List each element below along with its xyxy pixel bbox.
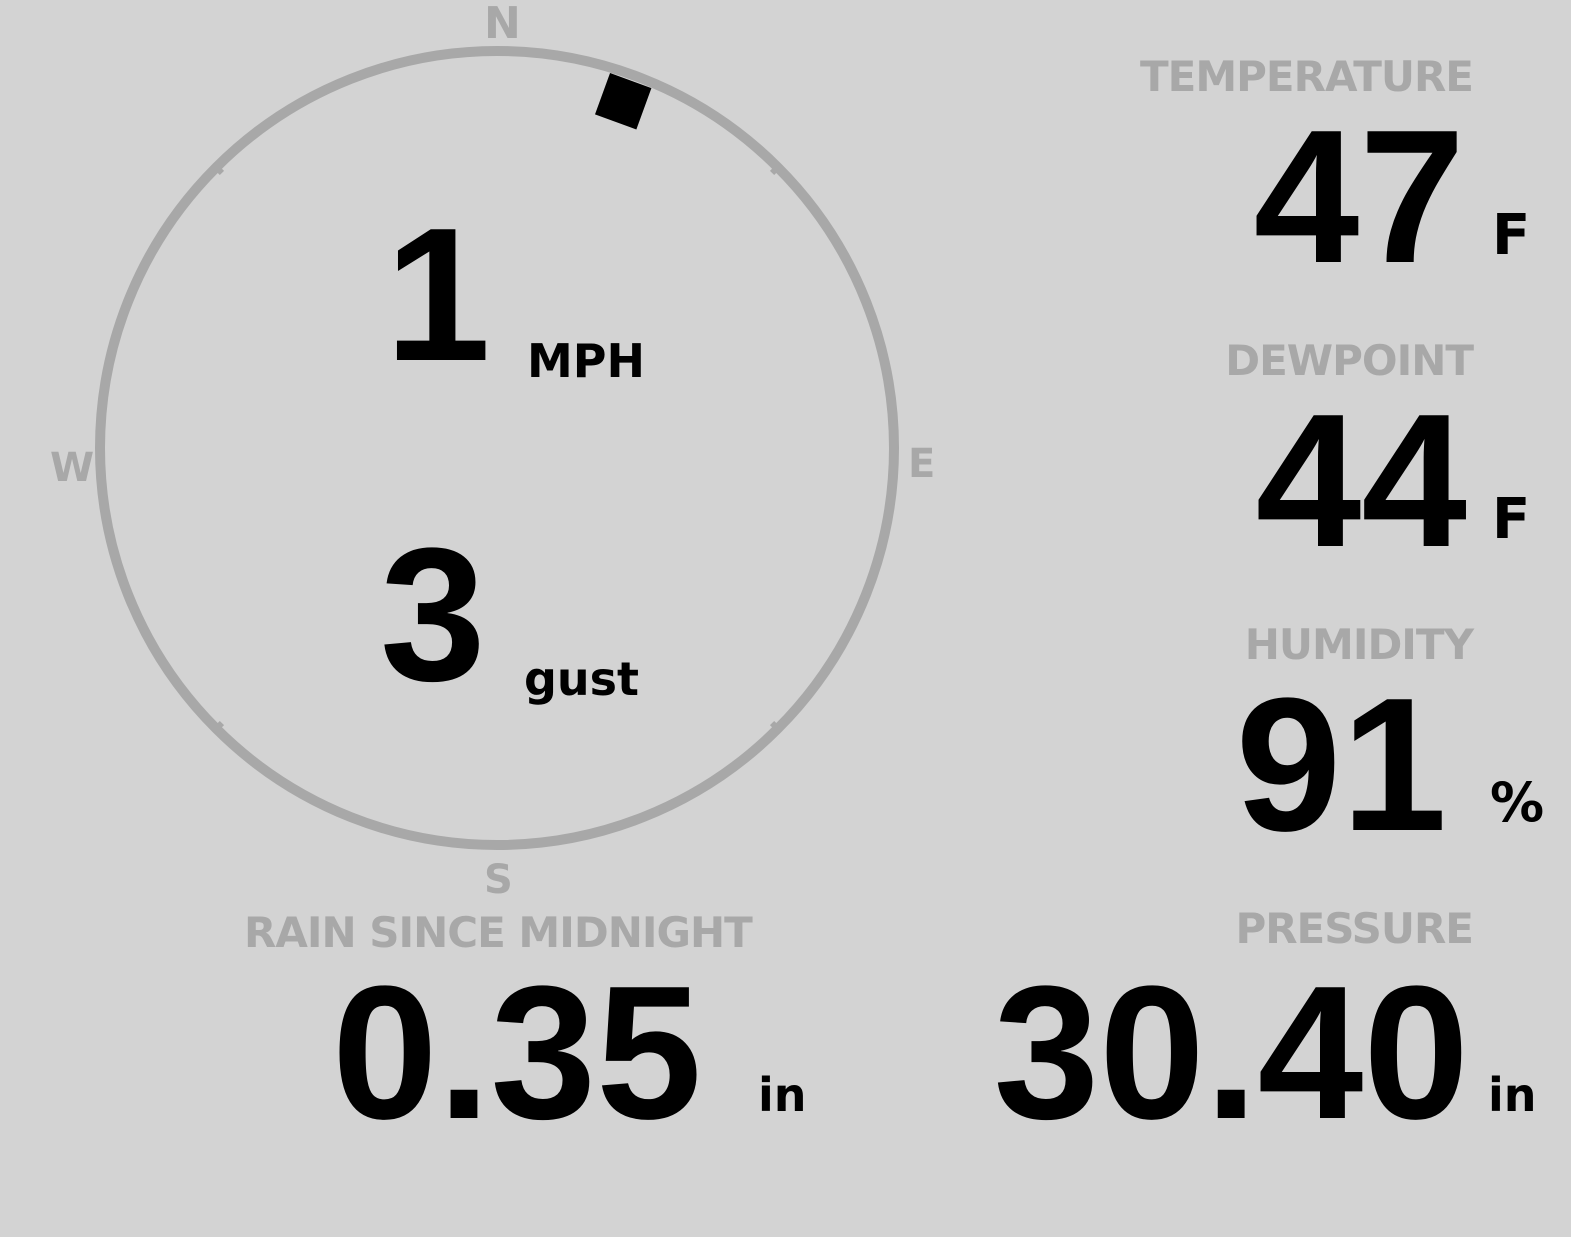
- compass-west-label: W: [50, 445, 95, 491]
- compass-tick: [769, 720, 783, 734]
- compass-ring: [95, 46, 899, 850]
- wind-gust-value: 3: [380, 509, 486, 721]
- humidity-value: 91: [1235, 659, 1447, 871]
- compass-north-label: N: [484, 0, 521, 49]
- humidity-unit: %: [1490, 771, 1545, 834]
- temperature-label: TEMPERATURE: [1140, 52, 1474, 101]
- compass-east-label: E: [908, 441, 936, 487]
- dewpoint-unit: F: [1492, 487, 1531, 552]
- compass-tick: [211, 162, 225, 176]
- wind-gust-unit: gust: [524, 652, 640, 706]
- compass-south-label: S: [484, 857, 513, 903]
- pressure-unit: in: [1488, 1068, 1537, 1122]
- dewpoint-value: 44: [1255, 375, 1467, 587]
- temperature-unit: F: [1492, 203, 1531, 268]
- rain-label: RAIN SINCE MIDNIGHT: [244, 908, 753, 957]
- pressure-label: PRESSURE: [1235, 904, 1474, 953]
- dewpoint-label: DEWPOINT: [1225, 336, 1474, 385]
- compass-ticks: [211, 162, 783, 734]
- compass-tick: [769, 162, 783, 176]
- pressure-value: 30.40: [993, 947, 1469, 1159]
- humidity-label: HUMIDITY: [1244, 620, 1474, 669]
- wind-speed-unit: MPH: [527, 334, 645, 388]
- compass-tick: [211, 720, 225, 734]
- wind-compass: [95, 46, 899, 850]
- rain-value: 0.35: [332, 947, 702, 1159]
- wind-speed-value: 1: [385, 189, 491, 401]
- wind-direction-marker: [595, 73, 652, 130]
- temperature-value: 47: [1253, 91, 1465, 303]
- rain-unit: in: [758, 1068, 807, 1122]
